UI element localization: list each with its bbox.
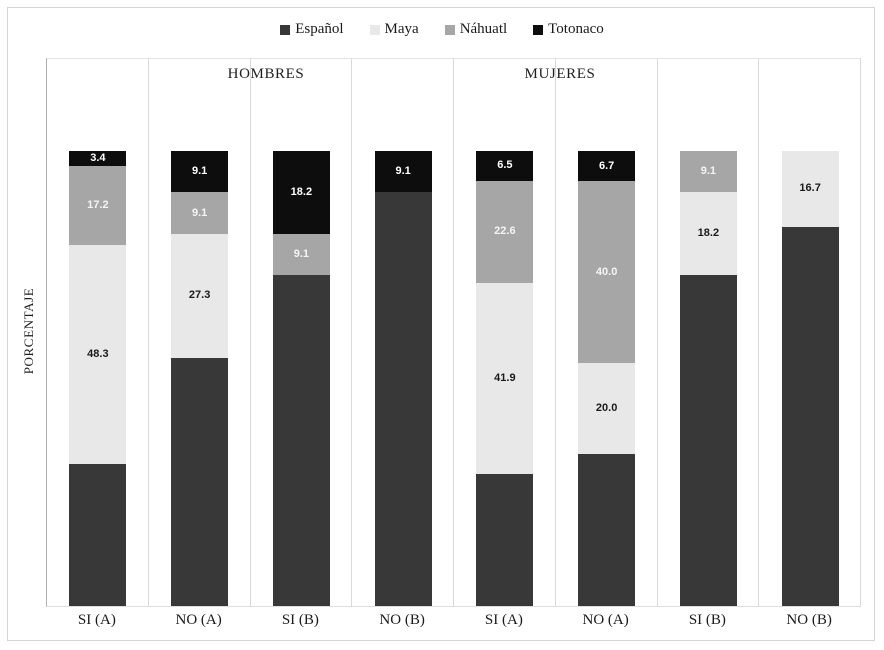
chart-legend: Español Maya Náhuatl Totonaco <box>0 21 884 38</box>
bar-segment-totonaco: 9.1 <box>374 151 432 193</box>
bar-segment-maya: 20.0 <box>578 363 636 455</box>
x-axis-label: SI (B) <box>688 612 726 628</box>
stacked-bar-no-b--hombres: 9.1 <box>374 151 432 606</box>
bar-segment-espanol <box>374 192 432 606</box>
bar-segment-espanol <box>69 464 127 606</box>
bar-segment-nahuatl: 40.0 <box>578 181 636 364</box>
stacked-bar-si-a--hombres: 3.4 17.2 48.3 <box>69 151 127 606</box>
segment-value-label: 9.1 <box>293 247 310 260</box>
bar-segment-totonaco: 3.4 <box>69 151 127 167</box>
bar-segment-totonaco: 6.5 <box>476 151 534 181</box>
gridline <box>758 59 760 606</box>
segment-value-label: 9.1 <box>395 165 411 178</box>
gridline <box>860 59 861 606</box>
gridline <box>656 59 658 606</box>
figure-border <box>7 7 875 641</box>
legend-label: Náhuatl <box>459 21 508 37</box>
bar-segment-totonaco: 18.2 <box>272 151 330 234</box>
gridline <box>453 59 454 606</box>
bar-segment-nahuatl: 9.1 <box>679 151 737 193</box>
bar-segment-maya: 48.3 <box>69 244 127 465</box>
legend-label: Español <box>295 21 344 37</box>
x-axis-label: SI (A) <box>77 612 116 628</box>
stacked-bar-si-b--mujeres: 9.1 18.2 <box>679 151 737 606</box>
segment-value-label: 9.1 <box>191 206 208 219</box>
bar-segment-espanol <box>781 226 839 606</box>
segment-value-label: 27.3 <box>188 289 211 302</box>
bar-segment-maya: 18.2 <box>679 192 737 276</box>
gridline <box>351 59 353 606</box>
gridline <box>249 59 251 606</box>
bar-segment-maya: 16.7 <box>781 151 839 227</box>
legend-item-maya: Maya <box>369 21 419 38</box>
segment-value-label: 40.0 <box>595 265 618 278</box>
bar-segment-espanol <box>578 454 636 606</box>
segment-value-label: 17.2 <box>87 199 109 212</box>
stacked-bar-no-a--mujeres: 6.7 40.0 20.0 <box>578 151 636 606</box>
segment-value-label: 18.2 <box>697 227 720 240</box>
bar-segment-maya: 41.9 <box>476 283 534 475</box>
bar-segment-nahuatl: 9.1 <box>171 192 229 234</box>
group-title-mujeres: MUJERES <box>524 66 596 82</box>
bar-segment-espanol <box>476 474 534 606</box>
gridline <box>554 59 556 606</box>
legend-label: Maya <box>384 21 419 37</box>
segment-value-label: 6.7 <box>598 159 615 172</box>
stacked-bar-si-a--mujeres: 6.5 22.6 41.9 <box>476 151 534 606</box>
segment-value-label: 6.5 <box>497 159 513 172</box>
segment-value-label: 20.0 <box>595 402 618 415</box>
bar-segment-espanol <box>272 275 330 606</box>
bar-segment-totonaco: 9.1 <box>171 151 229 193</box>
bar-segment-espanol <box>171 357 229 606</box>
legend-swatch-espanol <box>280 24 291 35</box>
bar-segment-totonaco: 6.7 <box>578 151 636 182</box>
plot-area: 3.4 17.2 48.3 9.1 9.1 27.3 18.2 9.1 9.1 6.5 22.6 41… <box>46 58 861 607</box>
legend-item-nahuatl: Náhuatl <box>444 21 508 38</box>
x-axis-label: NO (A) <box>175 612 222 628</box>
group-title-hombres: HOMBRES <box>227 66 305 82</box>
x-axis-label: SI (A) <box>484 612 523 628</box>
stacked-bar-no-b--mujeres: 16.7 <box>781 151 839 606</box>
bar-segment-nahuatl: 22.6 <box>476 180 534 284</box>
x-axis-label: NO (A) <box>582 612 629 628</box>
legend-swatch-nahuatl <box>444 24 455 35</box>
stacked-bar-si-b--hombres: 18.2 9.1 <box>272 151 330 606</box>
bar-segment-nahuatl: 17.2 <box>69 166 127 245</box>
x-axis-label: NO (B) <box>379 612 425 628</box>
legend-item-espanol: Español <box>280 21 344 38</box>
legend-label: Totonaco <box>548 21 604 37</box>
x-axis-label: SI (B) <box>281 612 319 628</box>
segment-value-label: 9.1 <box>700 165 717 178</box>
bar-segment-maya: 27.3 <box>171 233 229 358</box>
legend-swatch-totonaco <box>533 24 544 35</box>
bar-segment-espanol <box>679 275 737 606</box>
y-axis-title: PORCENTAJE <box>21 287 36 375</box>
segment-value-label: 18.2 <box>290 185 313 198</box>
segment-value-label: 22.6 <box>494 225 516 238</box>
stacked-bar-no-a--hombres: 9.1 9.1 27.3 <box>171 151 229 606</box>
segment-value-label: 41.9 <box>494 372 516 385</box>
segment-value-label: 3.4 <box>90 152 106 165</box>
legend-item-totonaco: Totonaco <box>533 21 604 38</box>
segment-value-label: 48.3 <box>87 348 109 361</box>
segment-value-label: 9.1 <box>191 165 208 178</box>
x-axis-label: NO (B) <box>786 612 832 628</box>
bar-segment-nahuatl: 9.1 <box>272 233 330 276</box>
segment-value-label: 16.7 <box>799 182 821 195</box>
gridline <box>147 59 149 606</box>
legend-swatch-maya <box>369 24 380 35</box>
